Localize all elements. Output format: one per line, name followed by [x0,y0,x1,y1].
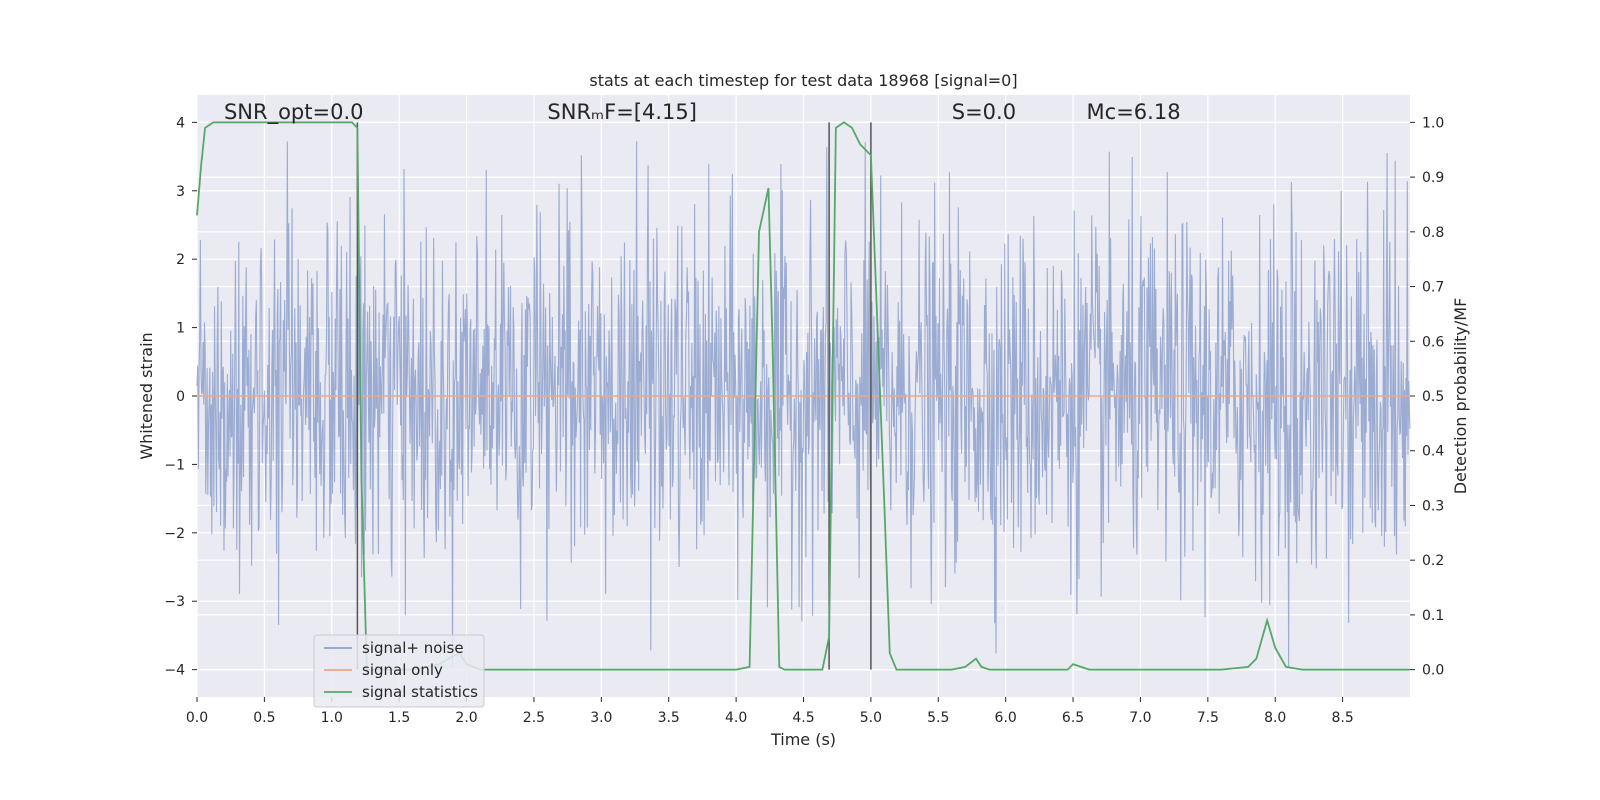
y-right-tick-label: 0.4 [1422,444,1444,460]
y-tick-label: 0 [176,389,185,405]
x-tick-label: 0.5 [253,710,275,726]
x-tick-label: 6.0 [995,710,1017,726]
annotation-label: S=0.0 [952,100,1016,124]
y-right-tick-label: 0.3 [1422,498,1444,514]
y-right-tick-label: 0.9 [1422,170,1444,186]
x-tick-label: 6.5 [1062,710,1084,726]
x-tick-label: 8.5 [1331,710,1353,726]
x-tick-label: 5.5 [927,710,949,726]
legend-label-signal-plus-noise: signal+ noise [362,639,464,657]
annotation-label: SNRₘF=[4.15] [547,100,697,124]
legend: signal+ noise signal only signal statist… [313,634,485,708]
x-tick-label: 2.0 [455,710,477,726]
y-tick-label: −2 [164,526,185,542]
x-tick-label: 3.0 [590,710,612,726]
y-tick-label: 2 [176,252,185,268]
y-right-tick-label: 0.6 [1422,334,1444,350]
annotation-label: SNR_opt=0.0 [224,100,364,125]
noise-trace [196,141,1411,668]
x-axis-ticks: 0.0 0.5 1.0 1.5 2.0 2.5 3.0 3.5 4.0 4.5 5.0 5.5 6.0 6… [186,697,1354,726]
x-axis-label: Time (s) [770,730,836,749]
x-tick-label: 8.0 [1264,710,1286,726]
x-tick-label: 3.5 [658,710,680,726]
y-right-tick-label: 0.5 [1422,389,1444,405]
y-right-tick-label: 0.0 [1422,663,1444,679]
y-tick-label: 3 [176,184,185,200]
series-signal-plus-noise [196,141,1411,668]
annotations: SNR_opt=0.0 SNRₘF=[4.15] S=0.0 Mc=6.18 [224,100,1181,125]
x-tick-label: 7.0 [1129,710,1151,726]
y-axis-left-ticks: −4 −3 −2 −1 0 1 2 3 4 [164,115,197,679]
x-tick-label: 7.5 [1197,710,1219,726]
x-tick-label: 4.0 [725,710,747,726]
legend-label-signal-statistics: signal statistics [362,683,478,701]
x-tick-label: 5.0 [860,710,882,726]
y-tick-label: −1 [164,457,185,473]
x-tick-label: 2.5 [523,710,545,726]
y-axis-right-ticks: 0.0 0.1 0.2 0.3 0.4 0.5 0.6 0.7 0.8 0.9 1.0 [1410,115,1444,679]
y-tick-label: −4 [164,663,185,679]
legend-box [313,634,485,708]
annotation-label: Mc=6.18 [1087,100,1181,124]
x-tick-label: 1.0 [321,710,343,726]
y-axis-right-label: Detection probability/MF [1451,298,1470,495]
x-tick-label: 1.5 [388,710,410,726]
y-tick-label: −3 [164,594,185,610]
y-right-tick-label: 0.8 [1422,225,1444,241]
x-tick-label: 0.0 [186,710,208,726]
legend-label-signal-only: signal only [362,661,443,679]
y-right-tick-label: 1.0 [1422,115,1444,131]
y-right-tick-label: 0.7 [1422,280,1444,296]
y-axis-left-label: Whitened strain [137,332,156,459]
x-tick-label: 4.5 [792,710,814,726]
y-right-tick-label: 0.2 [1422,553,1444,569]
chart-title: stats at each timestep for test data 189… [589,71,1017,90]
y-right-tick-label: 0.1 [1422,608,1444,624]
y-tick-label: 1 [176,321,185,337]
y-tick-label: 4 [176,115,185,131]
